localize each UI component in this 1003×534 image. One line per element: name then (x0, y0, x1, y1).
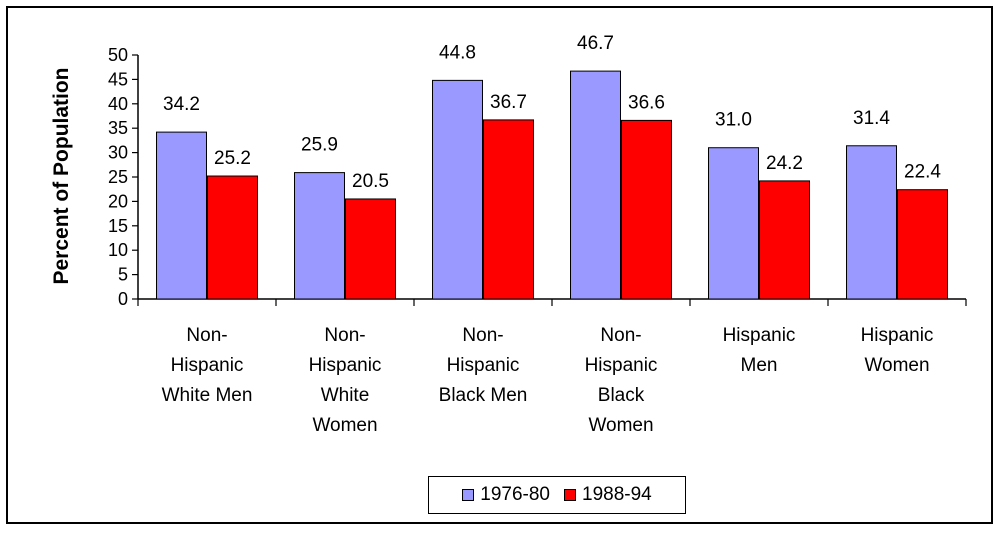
y-tick-label: 5 (118, 265, 128, 285)
bar-series-2 (483, 119, 534, 300)
bar-series-1 (432, 79, 483, 300)
legend: 1976-80 1988-94 (428, 476, 686, 514)
bar-series-1 (570, 70, 621, 300)
x-category-label: Black (598, 385, 645, 406)
data-label-series-1: 31.4 (853, 108, 890, 129)
bar-series-2 (207, 175, 258, 300)
data-label-series-1: 34.2 (163, 94, 200, 115)
data-label-series-2: 36.6 (628, 92, 665, 113)
bar-series-2 (345, 198, 396, 300)
legend-item-series-2: 1988-94 (564, 484, 652, 506)
x-category-label: Women (864, 355, 929, 376)
data-label-series-1: 44.8 (439, 42, 476, 63)
legend-label-series-2: 1988-94 (582, 484, 652, 505)
x-category-label: Men (741, 355, 778, 376)
x-category-label: White Men (162, 385, 253, 406)
y-tick-label: 50 (108, 45, 128, 65)
data-label-series-2: 22.4 (904, 162, 941, 183)
x-category-label: White (321, 385, 370, 406)
x-category-label: Black Men (439, 385, 528, 406)
x-category-label: Non- (600, 325, 641, 346)
bar-series-2 (897, 189, 948, 300)
x-category-label: Hispanic (723, 325, 796, 346)
bar-series-1 (708, 147, 759, 300)
data-label-series-1: 31.0 (715, 110, 752, 131)
data-label-series-2: 36.7 (490, 92, 527, 113)
data-label-series-2: 25.2 (214, 148, 251, 169)
y-tick-label: 35 (108, 118, 128, 138)
x-category-label: Hispanic (171, 355, 244, 376)
y-tick-label: 15 (108, 216, 128, 236)
x-category-label: Women (588, 415, 653, 436)
data-label-series-2: 24.2 (766, 153, 803, 174)
y-axis-label: Percent of Population (50, 67, 73, 284)
bar-series-2 (759, 180, 810, 300)
x-category-label: Hispanic (861, 325, 934, 346)
y-tick-label: 40 (108, 94, 128, 114)
bar-series-1 (846, 145, 897, 300)
x-category-label: Non- (186, 325, 227, 346)
legend-swatch-series-1 (462, 489, 475, 501)
x-category-label: Non- (324, 325, 365, 346)
y-tick-label: 20 (108, 191, 128, 211)
x-category-label: Hispanic (447, 355, 520, 376)
bar-series-1 (294, 172, 345, 300)
y-tick-label: 30 (108, 143, 128, 163)
data-label-series-1: 25.9 (301, 135, 338, 156)
x-category-label: Women (312, 415, 377, 436)
x-category-label: Hispanic (585, 355, 658, 376)
data-label-series-2: 20.5 (352, 171, 389, 192)
bar-series-2 (621, 119, 672, 300)
data-label-series-1: 46.7 (577, 33, 614, 54)
y-tick-label: 10 (108, 240, 128, 260)
x-category-label: Hispanic (309, 355, 382, 376)
legend-item-series-1: 1976-80 (462, 484, 550, 506)
legend-label-series-1: 1976-80 (480, 484, 550, 505)
y-tick-label: 45 (108, 69, 128, 89)
bar-series-1 (156, 131, 207, 300)
legend-swatch-series-2 (564, 489, 576, 501)
y-tick-label: 0 (118, 289, 128, 309)
y-tick-label: 25 (108, 167, 128, 187)
x-category-label: Non- (462, 325, 503, 346)
